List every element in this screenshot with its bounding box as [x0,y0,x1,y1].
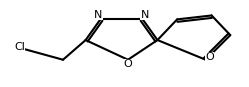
Text: N: N [94,10,103,20]
Text: O: O [124,59,132,69]
Text: N: N [140,10,149,20]
Text: Cl: Cl [14,42,25,52]
Text: O: O [205,52,214,62]
